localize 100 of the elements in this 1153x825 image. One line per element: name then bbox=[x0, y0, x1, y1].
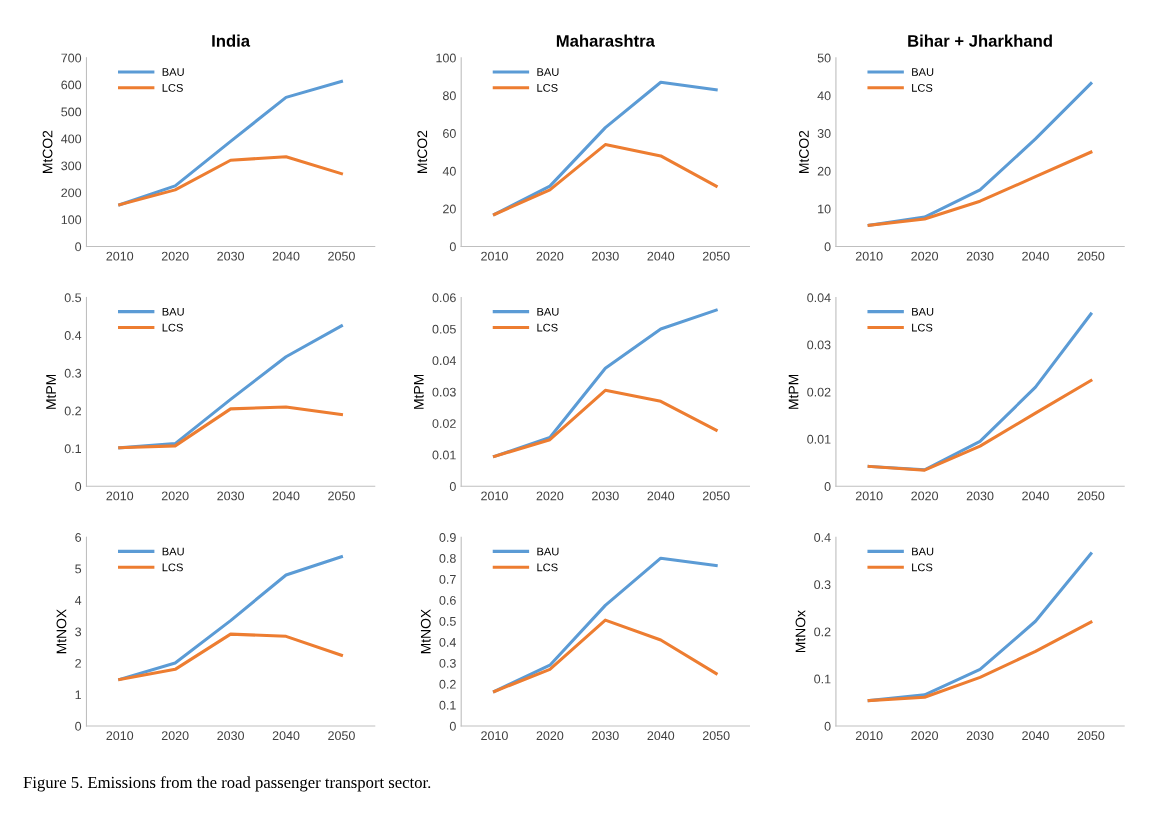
x-tick-label: 2020 bbox=[536, 731, 564, 741]
line-series bbox=[867, 150, 1093, 227]
y-tick-label: 40 bbox=[817, 91, 831, 101]
y-tick-label: 0.9 bbox=[439, 533, 456, 542]
legend-label: LCS bbox=[912, 83, 933, 92]
line-series bbox=[118, 155, 343, 207]
y-tick-label: 200 bbox=[61, 188, 82, 198]
y-tick-label: 20 bbox=[443, 204, 456, 214]
y-tick-label: 0.4 bbox=[814, 533, 831, 542]
legend-label: BAU bbox=[537, 547, 559, 556]
y-tick-label: 0 bbox=[824, 242, 831, 252]
y-tick-label: 50 bbox=[817, 53, 831, 63]
x-tick-label: 2030 bbox=[217, 491, 245, 501]
line-series bbox=[492, 618, 718, 693]
y-tick-label: 4 bbox=[74, 596, 82, 605]
y-tick-label: 0.3 bbox=[439, 658, 456, 668]
legend-label: LCS bbox=[162, 83, 183, 92]
y-tick-label: 0.1 bbox=[814, 674, 831, 684]
legend-label: BAU bbox=[537, 307, 559, 316]
y-tick-label: 0.05 bbox=[432, 324, 456, 334]
chart-title: Bihar + Jharkhand bbox=[908, 34, 1052, 47]
y-tick-label: 6 bbox=[75, 533, 82, 542]
x-tick-label: 2040 bbox=[647, 731, 675, 741]
y-tick-label: 40 bbox=[442, 166, 456, 176]
y-tick-label: 30 bbox=[817, 129, 831, 138]
y-tick-label: 0 bbox=[824, 721, 831, 731]
x-tick-label: 2030 bbox=[966, 251, 994, 261]
y-tick-label: 20 bbox=[817, 166, 831, 176]
x-tick-label: 2030 bbox=[592, 491, 619, 501]
x-tick-label: 2020 bbox=[536, 251, 564, 261]
y-axis-title: MtPM bbox=[46, 374, 56, 409]
x-tick-label: 2030 bbox=[966, 491, 994, 501]
legend-label: LCS bbox=[537, 323, 558, 332]
y-tick-label: 0.5 bbox=[64, 293, 82, 303]
x-tick-label: 2040 bbox=[272, 731, 300, 741]
line-series bbox=[118, 632, 343, 681]
y-tick-label: 0.04 bbox=[807, 293, 831, 303]
x-tick-label: 2030 bbox=[592, 251, 619, 261]
y-tick-label: 5 bbox=[75, 564, 82, 574]
legend-label: BAU bbox=[537, 68, 559, 76]
x-tick-label: 2040 bbox=[272, 251, 300, 261]
y-axis-title: MtCO2 bbox=[799, 130, 809, 173]
caption: Figure 5. Emissions from the road passenger transport sector. bbox=[23, 776, 431, 792]
y-axis-title: MtNOx bbox=[795, 610, 806, 653]
x-tick-label: 2010 bbox=[481, 731, 508, 741]
y-tick-label: 0.2 bbox=[814, 627, 831, 637]
legend-label: BAU bbox=[912, 307, 934, 316]
y-axis-title: MtPM bbox=[414, 374, 424, 409]
y-tick-label: 0.2 bbox=[64, 406, 81, 416]
y-axis-title: MtCO2 bbox=[417, 130, 428, 173]
y-tick-label: 0.1 bbox=[64, 444, 82, 454]
y-tick-label: 3 bbox=[75, 627, 82, 637]
y-tick-label: 0 bbox=[824, 482, 831, 491]
y-tick-label: 600 bbox=[61, 80, 82, 90]
line-series bbox=[492, 388, 718, 458]
y-tick-label: 0.7 bbox=[439, 574, 456, 584]
legend-label: BAU bbox=[912, 68, 934, 76]
y-tick-label: 0 bbox=[75, 721, 82, 731]
y-tick-label: 60 bbox=[443, 129, 456, 138]
x-tick-label: 2050 bbox=[702, 731, 730, 741]
x-tick-label: 2010 bbox=[481, 491, 508, 501]
y-tick-label: 0.3 bbox=[64, 368, 82, 378]
x-tick-label: 2040 bbox=[1022, 491, 1049, 501]
x-tick-label: 2050 bbox=[702, 251, 730, 261]
legend-label: LCS bbox=[162, 323, 183, 332]
y-tick-label: 700 bbox=[61, 53, 82, 63]
x-tick-label: 2020 bbox=[911, 491, 939, 501]
legend-label: LCS bbox=[912, 563, 933, 572]
y-tick-label: 100 bbox=[436, 53, 456, 63]
y-tick-label: 300 bbox=[61, 161, 82, 171]
x-tick-label: 2010 bbox=[481, 251, 508, 261]
x-tick-label: 2020 bbox=[911, 731, 939, 741]
x-tick-label: 2030 bbox=[966, 731, 994, 741]
x-tick-label: 2010 bbox=[106, 491, 134, 501]
x-tick-label: 2040 bbox=[272, 491, 300, 501]
x-tick-label: 2050 bbox=[1077, 731, 1105, 741]
legend-label: LCS bbox=[162, 563, 183, 572]
legend-label: BAU bbox=[912, 547, 934, 556]
x-tick-label: 2050 bbox=[328, 251, 355, 261]
x-tick-label: 2010 bbox=[855, 251, 883, 261]
y-tick-label: 500 bbox=[61, 107, 82, 117]
legend-label: BAU bbox=[162, 547, 184, 556]
y-tick-label: 0 bbox=[75, 242, 82, 252]
x-tick-label: 2040 bbox=[647, 251, 675, 261]
y-tick-label: 2 bbox=[75, 658, 81, 668]
y-tick-label: 0.03 bbox=[432, 387, 456, 397]
y-axis-title: MtPM bbox=[788, 374, 799, 409]
y-tick-label: 0.01 bbox=[432, 450, 456, 460]
legend-label: LCS bbox=[537, 563, 558, 572]
y-axis-title: MtNOX bbox=[56, 609, 67, 654]
x-tick-label: 2050 bbox=[1077, 491, 1105, 501]
x-tick-label: 2010 bbox=[855, 731, 883, 741]
x-tick-label: 2050 bbox=[702, 491, 730, 501]
x-tick-label: 2040 bbox=[1022, 251, 1049, 261]
line-series bbox=[118, 555, 343, 681]
x-tick-label: 2020 bbox=[536, 491, 564, 501]
y-tick-label: 0.04 bbox=[432, 356, 456, 366]
legend-label: LCS bbox=[912, 323, 933, 332]
x-tick-label: 2040 bbox=[1022, 731, 1049, 741]
x-tick-label: 2020 bbox=[911, 251, 939, 261]
